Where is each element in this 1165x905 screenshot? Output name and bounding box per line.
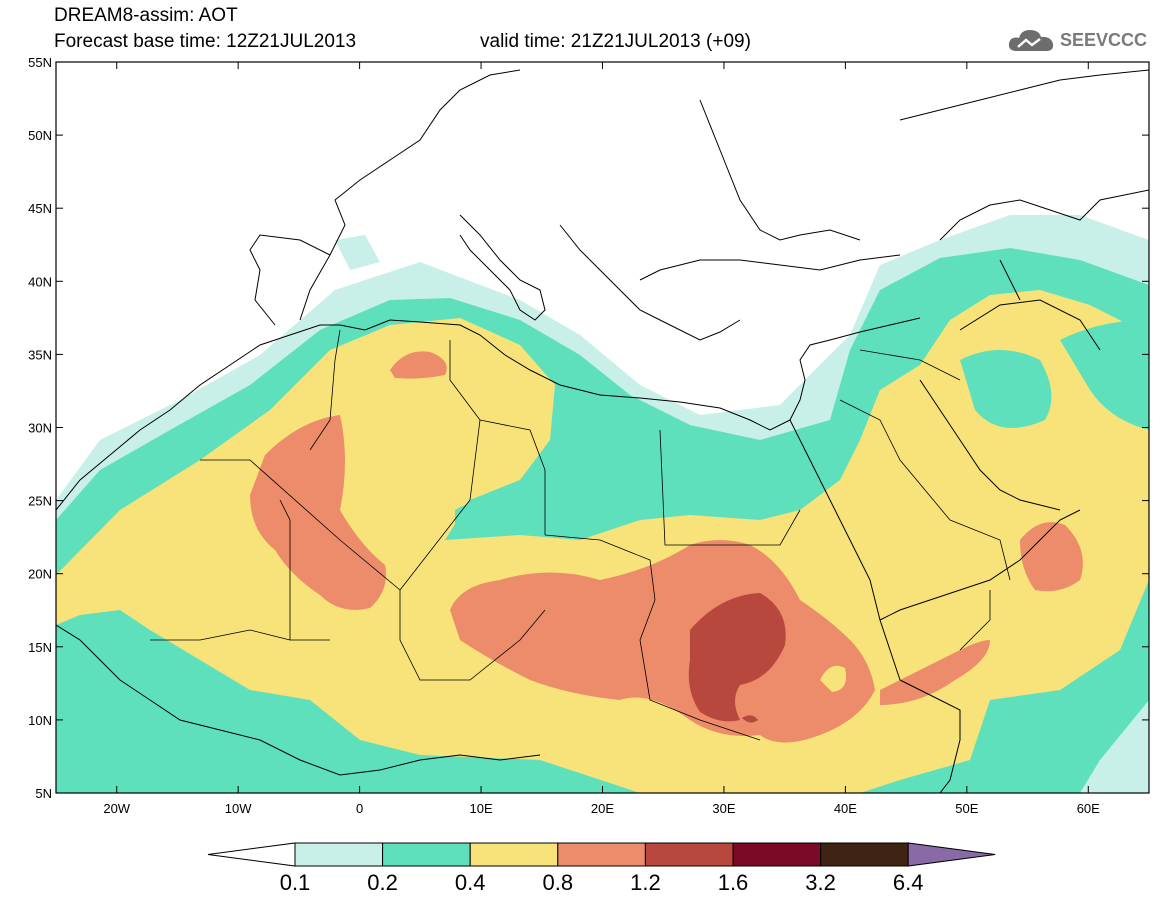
longitude-axis: 20W 10W 0 10E 20E 30E 40E 50E 60E (103, 62, 1100, 816)
colorbar-swatch (382, 842, 471, 867)
political-borders (150, 329, 1011, 741)
lat-label: 20N (28, 567, 52, 582)
lon-label: 30E (712, 801, 735, 816)
colorbar-label: 6.4 (893, 870, 924, 895)
colorbar-label: 1.6 (718, 870, 749, 895)
colorbar-swatch (820, 842, 909, 867)
colorbar-label: 0.2 (367, 870, 398, 895)
colorbar-swatch (732, 842, 822, 867)
colorbar-swatch (644, 842, 734, 867)
lat-label: 55N (28, 55, 52, 70)
lon-label: 50E (955, 801, 978, 816)
lat-label: 50N (28, 128, 52, 143)
lat-label: 15N (28, 640, 52, 655)
lon-label: 10E (469, 801, 492, 816)
colorbar-swatch (294, 842, 384, 867)
lat-label: 25N (28, 494, 52, 509)
lat-label: 10N (28, 713, 52, 728)
aot-field-0.4 (56, 290, 1149, 793)
lon-label: 0 (356, 801, 363, 816)
forecast-base-time: Forecast base time: 12Z21JUL2013 (54, 31, 357, 52)
lat-label: 40N (28, 274, 52, 289)
valid-time: valid time: 21Z21JUL2013 (+09) (480, 31, 751, 52)
lat-label: 45N (28, 201, 52, 216)
seevccc-logo: SEEVCCC (1008, 26, 1147, 54)
aot-field-1.2 (688, 593, 786, 723)
coastlines (56, 69, 1149, 793)
aot-field-0.2-inner (455, 320, 1149, 537)
lon-label: 10W (225, 801, 252, 816)
lon-label: 40E (834, 801, 857, 816)
lat-label: 35N (28, 347, 52, 362)
latitude-axis: 55N 50N 45N 40N 35N 30N 25N 20N 15N 10N 5N (28, 55, 1149, 801)
cloud-icon (1008, 30, 1054, 51)
aot-field-0.4-inner (820, 665, 847, 692)
aot-field-0.8 (250, 351, 1083, 743)
lat-label: 30N (28, 421, 52, 436)
colorbar-swatch (469, 842, 559, 867)
colorbar-label: 0.8 (543, 870, 574, 895)
colorbar: 0.1 0.2 0.4 0.8 1.2 1.6 3.2 6.4 (207, 842, 996, 895)
colorbar-swatch (557, 842, 646, 867)
chart-title: DREAM8-assim: AOT (54, 5, 238, 26)
colorbar-label: 0.1 (280, 870, 311, 895)
colorbar-label: 3.2 (805, 870, 836, 895)
colorbar-label: 0.4 (455, 870, 486, 895)
logo-text: SEEVCCC (1059, 29, 1147, 50)
colorbar-label: 1.2 (630, 870, 661, 895)
lat-label: 5N (35, 786, 52, 801)
lon-label: 60E (1077, 801, 1100, 816)
lon-label: 20W (103, 801, 130, 816)
colorbar-max-arrow (907, 842, 996, 867)
colorbar-min-arrow (207, 842, 296, 867)
lon-label: 20E (591, 801, 614, 816)
